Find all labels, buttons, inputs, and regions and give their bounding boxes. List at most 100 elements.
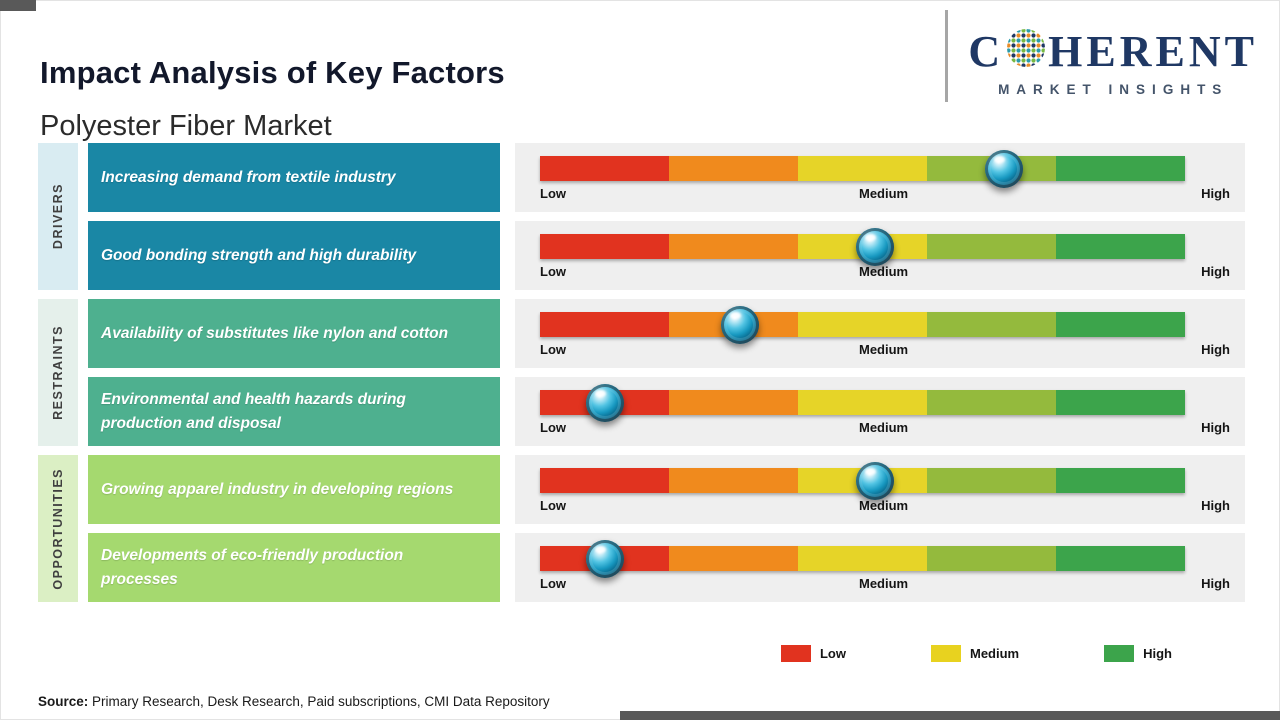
factor-text: Availability of substitutes like nylon a…	[101, 324, 449, 342]
brand-letters-rest: HERENT	[1048, 27, 1258, 76]
category-label: RESTRAINTS	[51, 325, 65, 420]
factor-label: Good bonding strength and high durabilit…	[88, 221, 500, 290]
factor-label: Growing apparel industry in developing r…	[88, 455, 500, 524]
gauge-segment-yellow	[798, 390, 927, 415]
impact-gauge: Low Medium High	[515, 299, 1245, 368]
scale-label-high: High	[1201, 420, 1230, 435]
impact-knob-icon	[720, 305, 759, 344]
scale-label-high: High	[1201, 342, 1230, 357]
gauge-segment-yellowgreen	[927, 546, 1056, 571]
legend-item-high: High	[1104, 645, 1172, 662]
brand-letter-c: C	[968, 27, 1005, 76]
gauge-segment-green	[1056, 468, 1185, 493]
scale-label-high: High	[1201, 186, 1230, 201]
scale-label-low: Low	[540, 576, 566, 591]
impact-gauge: Low Medium High	[515, 377, 1245, 446]
gauge-segment-green	[1056, 312, 1185, 337]
gauge-segment-red	[540, 156, 669, 181]
factor-text: Increasing demand from textile industry	[101, 168, 396, 186]
scale-label-low: Low	[540, 186, 566, 201]
gauge-segment-orange	[669, 234, 798, 259]
scale-labels: Low Medium High	[540, 186, 1230, 201]
category-label: DRIVERS	[51, 183, 65, 250]
factor-text: Environmental and health hazards during …	[101, 391, 406, 432]
category-label: OPPORTUNITIES	[51, 467, 65, 590]
factor-row-1: Increasing demand from textile industry	[88, 143, 1245, 212]
factor-text: Growing apparel industry in developing r…	[101, 480, 454, 498]
group-drivers: DRIVERS Increasing demand from textile i…	[38, 143, 1245, 290]
gauge-segment-yellowgreen	[927, 234, 1056, 259]
gauge-bar	[540, 305, 1185, 344]
gauge-segment-red	[540, 468, 669, 493]
top-left-accent-bar	[0, 0, 36, 11]
scale-label-low: Low	[540, 420, 566, 435]
gauge-segment-orange	[669, 546, 798, 571]
impact-gauge: Low Medium High	[515, 221, 1245, 290]
scale-label-medium: Medium	[858, 186, 909, 201]
gauge-segment-green	[1056, 156, 1185, 181]
scale-labels: Low Medium High	[540, 420, 1230, 435]
factor-text: Developments of eco-friendly production …	[101, 547, 404, 588]
gauge-segment-orange	[669, 156, 798, 181]
legend: Low Medium High	[780, 645, 1172, 662]
scale-label-medium: Medium	[858, 498, 909, 513]
gauge-segment-green	[1056, 546, 1185, 571]
scale-label-medium: Medium	[858, 420, 909, 435]
legend-swatch-medium	[930, 645, 961, 662]
coherent-globe-icon	[1006, 28, 1046, 76]
gauge-bar	[540, 383, 1185, 422]
impact-matrix: DRIVERS Increasing demand from textile i…	[38, 143, 1245, 602]
impact-knob-icon	[585, 539, 624, 578]
impact-knob-icon	[985, 149, 1024, 188]
factor-row-3: Availability of substitutes like nylon a…	[88, 299, 1245, 368]
impact-knob-icon	[585, 383, 624, 422]
factor-row-2: Good bonding strength and high durabilit…	[88, 221, 1245, 290]
category-restraints: RESTRAINTS	[38, 299, 78, 446]
scale-label-medium: Medium	[858, 264, 909, 279]
gauge-segment-red	[540, 234, 669, 259]
logo-divider	[945, 10, 948, 102]
brand-logo: C HERENT MARKET INSIGHTS	[968, 28, 1258, 97]
factor-text: Good bonding strength and high durabilit…	[101, 246, 417, 264]
gauge-bar	[540, 539, 1185, 578]
page-subtitle: Polyester Fiber Market	[40, 110, 332, 143]
brand-tagline: MARKET INSIGHTS	[998, 82, 1229, 97]
gauge-segment-yellowgreen	[927, 312, 1056, 337]
legend-item-medium: Medium	[930, 645, 1020, 662]
gauge-segment-yellow	[798, 312, 927, 337]
gauge-segment-red	[540, 312, 669, 337]
factor-row-6: Developments of eco-friendly production …	[88, 533, 1245, 602]
source-label: Source:	[38, 694, 89, 709]
legend-swatch-high	[1104, 645, 1135, 662]
legend-label: Medium	[969, 646, 1020, 661]
gauge-segment-yellow	[798, 156, 927, 181]
scale-label-low: Low	[540, 264, 566, 279]
scale-labels: Low Medium High	[540, 264, 1230, 279]
scale-label-high: High	[1201, 576, 1230, 591]
scale-label-medium: Medium	[858, 342, 909, 357]
legend-label: Low	[819, 646, 846, 661]
gauge-segment-yellowgreen	[927, 468, 1056, 493]
scale-labels: Low Medium High	[540, 498, 1230, 513]
legend-label: High	[1143, 646, 1172, 661]
scale-labels: Low Medium High	[540, 576, 1230, 591]
gauge-bar	[540, 149, 1185, 188]
factor-label: Increasing demand from textile industry	[88, 143, 500, 212]
scale-label-high: High	[1201, 498, 1230, 513]
factor-label: Developments of eco-friendly production …	[88, 533, 500, 602]
scale-label-low: Low	[540, 498, 566, 513]
category-opportunities: OPPORTUNITIES	[38, 455, 78, 602]
scale-label-low: Low	[540, 342, 566, 357]
gauge-segment-green	[1056, 390, 1185, 415]
factor-label: Environmental and health hazards during …	[88, 377, 500, 446]
scale-labels: Low Medium High	[540, 342, 1230, 357]
source-text: Primary Research, Desk Research, Paid su…	[88, 694, 550, 709]
gauge-segment-yellowgreen	[927, 390, 1056, 415]
bottom-right-accent-bar	[620, 711, 1280, 720]
page-title: Impact Analysis of Key Factors	[40, 54, 505, 90]
factor-row-5: Growing apparel industry in developing r…	[88, 455, 1245, 524]
gauge-segment-orange	[669, 468, 798, 493]
factor-label: Availability of substitutes like nylon a…	[88, 299, 500, 368]
scale-label-medium: Medium	[858, 576, 909, 591]
